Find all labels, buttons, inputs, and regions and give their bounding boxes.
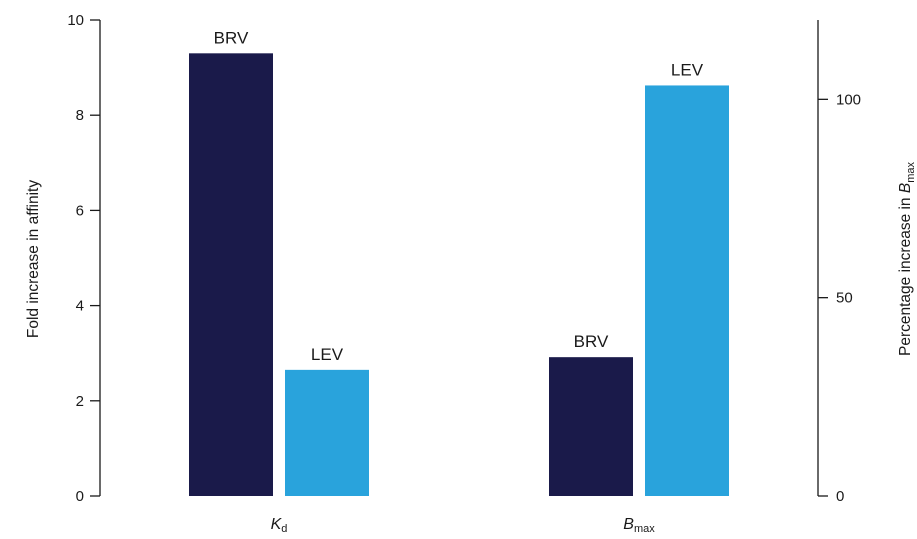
bar-label: BRV <box>214 28 249 47</box>
bar-label: BRV <box>574 332 609 351</box>
left-tick-label: 6 <box>76 202 84 219</box>
right-tick-label: 100 <box>836 91 861 108</box>
bar-bmax-lev <box>645 85 729 496</box>
category-label: Bmax <box>623 516 655 535</box>
right-title-italic: B <box>897 183 914 193</box>
left-tick-label: 8 <box>76 107 84 124</box>
category-labels: Kd Bmax <box>271 516 656 535</box>
left-axis-title: Fold increase in affinity <box>25 180 42 338</box>
left-axis: 0 2 4 6 8 10 <box>67 12 101 505</box>
right-tick-label: 50 <box>836 290 853 307</box>
bar-kd-brv <box>189 53 273 496</box>
category-main: K <box>271 516 283 533</box>
bar-label: LEV <box>311 345 344 364</box>
right-tick-label: 0 <box>836 488 844 505</box>
left-tick-label: 4 <box>76 298 84 315</box>
bar-bmax-brv <box>549 357 633 496</box>
bar-label: LEV <box>671 60 704 79</box>
bars: BRV LEV BRV LEV <box>189 28 729 496</box>
right-title-text: Percentage increase in <box>897 193 914 356</box>
bar-kd-lev <box>285 369 369 496</box>
category-sub: d <box>281 523 287 535</box>
category-label: Kd <box>271 516 288 535</box>
left-tick-label: 2 <box>76 393 84 410</box>
right-axis-title: Percentage increase in Bmax <box>897 162 917 356</box>
category-sub: max <box>634 523 655 535</box>
left-tick-label: 0 <box>76 488 84 505</box>
right-title-sub: max <box>905 162 917 183</box>
category-main: B <box>623 516 634 533</box>
right-axis: 0 50 100 <box>817 20 861 505</box>
left-tick-label: 10 <box>67 12 84 29</box>
